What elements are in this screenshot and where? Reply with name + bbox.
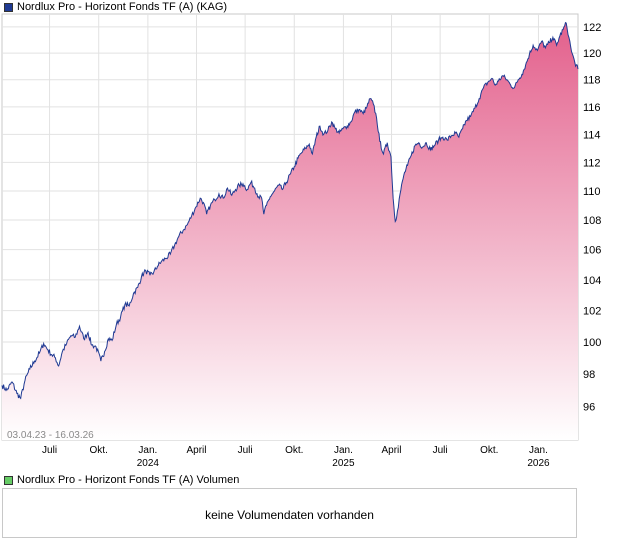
- y-tick-label: 116: [583, 102, 601, 114]
- x-tick-year: 2024: [137, 458, 160, 469]
- y-tick-label: 96: [583, 402, 595, 414]
- y-tick-label: 102: [583, 306, 601, 318]
- y-tick-label: 100: [583, 337, 601, 349]
- y-tick-label: 122: [583, 22, 601, 34]
- x-tick-label: Juli: [42, 445, 57, 456]
- y-tick-label: 98: [583, 369, 595, 381]
- x-tick-label: Jan.: [334, 445, 353, 456]
- x-axis: Juli Okt. Jan. 2024 April Juli Okt. Jan. 2025 Apr…: [42, 445, 550, 469]
- x-tick-label: Okt.: [90, 445, 108, 456]
- x-tick-label: Okt.: [285, 445, 303, 456]
- volume-empty-message: keine Volumendaten vorhanden: [205, 508, 374, 522]
- price-legend-swatch: [4, 2, 13, 12]
- y-tick-label: 108: [583, 215, 601, 227]
- volume-panel: keine Volumendaten vorhanden: [2, 488, 577, 538]
- x-tick-label: Okt.: [480, 445, 498, 456]
- y-tick-label: 106: [583, 245, 601, 257]
- x-tick-label: Juli: [433, 445, 448, 456]
- y-tick-label: 118: [583, 75, 601, 87]
- x-tick-label: April: [382, 445, 402, 456]
- x-tick-label: April: [186, 445, 206, 456]
- price-area: [2, 22, 578, 441]
- x-tick-label: Jan.: [529, 445, 548, 456]
- date-range-label: 03.04.23 - 16.03.26: [7, 430, 94, 441]
- volume-legend-swatch: [4, 475, 13, 485]
- volume-legend: Nordlux Pro - Horizont Fonds TF (A) Volu…: [4, 474, 239, 486]
- y-axis: 96 98 100 102 104 106 108 110 112 114 116 118 120 122: [583, 22, 601, 414]
- x-tick-year: 2025: [332, 458, 355, 469]
- y-tick-label: 120: [583, 48, 601, 60]
- y-tick-label: 104: [583, 275, 601, 287]
- x-tick-label: Jan.: [138, 445, 157, 456]
- x-tick-label: Juli: [238, 445, 253, 456]
- price-legend-label: Nordlux Pro - Horizont Fonds TF (A) (KAG…: [17, 1, 228, 13]
- y-tick-label: 114: [583, 129, 601, 141]
- x-tick-year: 2026: [527, 458, 550, 469]
- y-tick-label: 110: [583, 186, 601, 198]
- price-legend: Nordlux Pro - Horizont Fonds TF (A) (KAG…: [4, 1, 227, 13]
- price-line: [1, 21, 579, 400]
- price-chart: 96 98 100 102 104 106 108 110 112 114 116 118 120 122…: [1, 13, 601, 469]
- volume-legend-label: Nordlux Pro - Horizont Fonds TF (A) Volu…: [17, 474, 240, 486]
- y-tick-label: 112: [583, 157, 601, 169]
